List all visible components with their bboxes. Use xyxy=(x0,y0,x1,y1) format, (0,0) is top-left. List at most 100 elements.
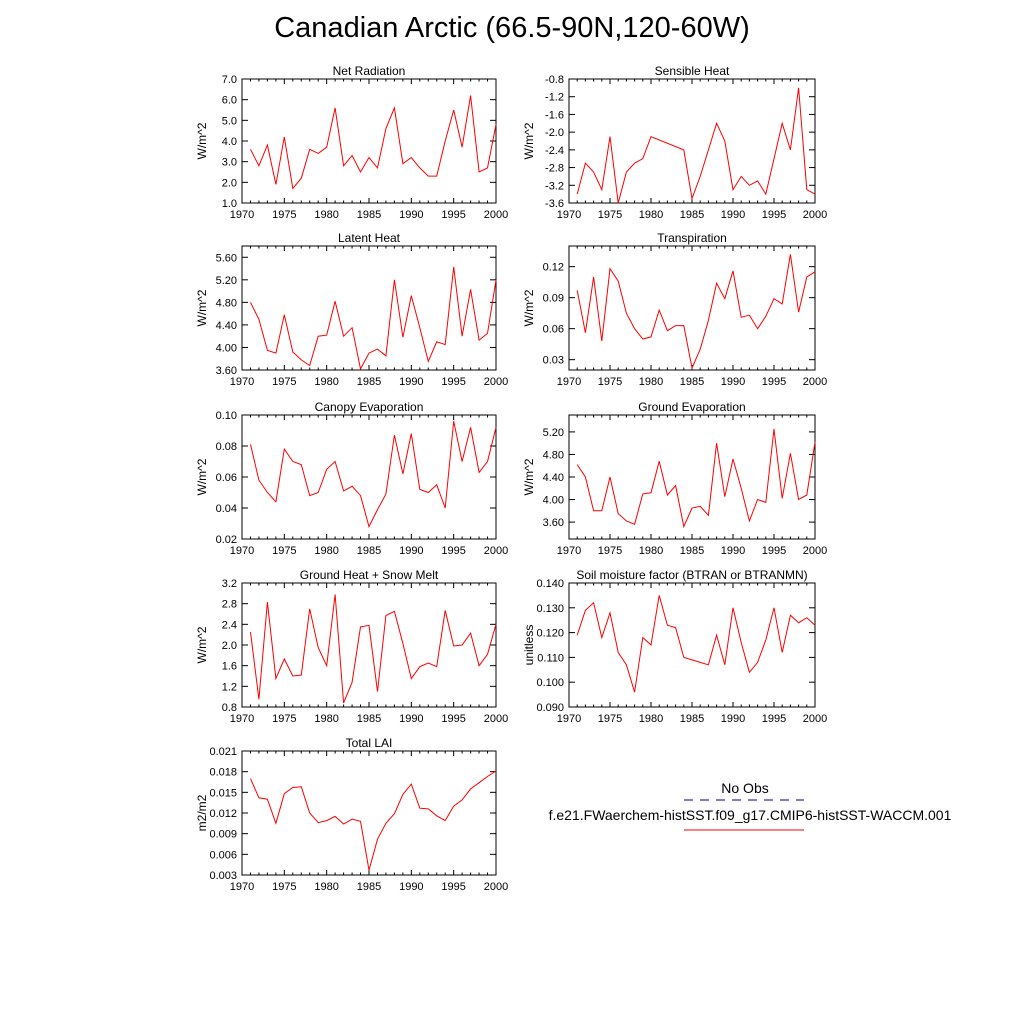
legend-obs-label: No Obs xyxy=(721,780,769,796)
y-tick-label: 0.003 xyxy=(209,870,237,882)
x-tick-label: 1980 xyxy=(639,713,663,725)
y-tick-label: 3.60 xyxy=(216,365,237,377)
series-line-model xyxy=(576,429,816,529)
x-tick-label: 1970 xyxy=(230,881,254,893)
panel-7: Soil moisture factor (BTRAN or BTRANMN) u… xyxy=(522,568,827,725)
plot-frame xyxy=(241,245,497,371)
x-tick-label: 1995 xyxy=(762,545,786,557)
y-tick-label: -2.4 xyxy=(545,145,564,157)
y-tick-label: 2.8 xyxy=(222,599,237,611)
x-tick-label: 1975 xyxy=(598,713,622,725)
x-tick-label: 1985 xyxy=(357,209,381,221)
plot-frame xyxy=(568,582,816,708)
y-tick-label: 1.0 xyxy=(222,198,237,210)
x-tick-label: 2000 xyxy=(803,713,827,725)
y-tick-label: 4.40 xyxy=(543,472,564,484)
y-tick-label: 3.60 xyxy=(543,517,564,529)
x-tick-label: 2000 xyxy=(484,545,508,557)
x-tick-label: 1975 xyxy=(598,376,622,388)
x-tick-label: 1980 xyxy=(639,209,663,221)
x-tick-label: 1985 xyxy=(680,376,704,388)
y-tick-label: 6.0 xyxy=(222,95,237,107)
x-tick-label: 2000 xyxy=(803,209,827,221)
x-tick-label: 1985 xyxy=(680,209,704,221)
y-tick-label: 4.0 xyxy=(222,136,237,148)
series-line-model xyxy=(250,421,497,528)
x-tick-label: 1995 xyxy=(762,209,786,221)
x-tick-label: 1975 xyxy=(598,209,622,221)
y-axis-label: W/m^2 xyxy=(522,122,536,159)
y-tick-label: 3.0 xyxy=(222,157,237,169)
series-line-model xyxy=(250,266,497,371)
y-tick-label: -3.2 xyxy=(545,180,564,192)
y-tick-label: 7.0 xyxy=(222,74,237,86)
y-axis-label: W/m^2 xyxy=(522,289,536,326)
x-tick-label: 1995 xyxy=(762,376,786,388)
panel-title: Latent Heat xyxy=(338,231,401,245)
x-tick-label: 1975 xyxy=(272,713,296,725)
x-tick-label: 2000 xyxy=(484,209,508,221)
x-tick-label: 1990 xyxy=(399,881,423,893)
y-tick-label: 5.20 xyxy=(543,427,564,439)
y-tick-label: 0.06 xyxy=(216,472,237,484)
x-tick-label: 1975 xyxy=(272,881,296,893)
y-tick-label: 0.100 xyxy=(536,677,564,689)
y-tick-label: 3.2 xyxy=(222,578,237,590)
x-tick-label: 1990 xyxy=(399,713,423,725)
y-axis-label: unitless xyxy=(522,625,536,666)
x-tick-label: 1970 xyxy=(230,713,254,725)
y-tick-label: 2.0 xyxy=(222,177,237,189)
x-tick-label: 2000 xyxy=(484,881,508,893)
y-tick-label: -2.0 xyxy=(545,127,564,139)
y-tick-label: -3.6 xyxy=(545,198,564,210)
x-tick-label: 1990 xyxy=(721,376,745,388)
panel-4: Canopy Evaporation W/m^2 1970 1975 1980 1985 1… xyxy=(195,400,508,557)
x-tick-label: 2000 xyxy=(803,545,827,557)
y-axis-label: W/m^2 xyxy=(195,626,209,663)
y-tick-label: 4.40 xyxy=(216,320,237,332)
y-tick-label: 0.8 xyxy=(222,702,237,714)
panel-title: Total LAI xyxy=(346,736,393,750)
y-tick-label: -1.6 xyxy=(545,109,564,121)
y-tick-label: 1.6 xyxy=(222,661,237,673)
series-line-model xyxy=(576,254,816,370)
panel-title: Net Radiation xyxy=(333,64,406,78)
x-tick-label: 1980 xyxy=(314,376,338,388)
x-tick-label: 1970 xyxy=(557,713,581,725)
y-tick-label: 5.60 xyxy=(216,252,237,264)
x-tick-label: 1970 xyxy=(557,545,581,557)
x-tick-label: 1995 xyxy=(441,713,465,725)
legend-model-label: f.e21.FWaerchem-histSST.f09_g17.CMIP6-hi… xyxy=(548,807,952,823)
y-tick-label: 0.140 xyxy=(536,578,564,590)
y-axis-label: W/m^2 xyxy=(195,122,209,159)
x-tick-label: 1990 xyxy=(399,376,423,388)
panel-title: Sensible Heat xyxy=(655,64,730,78)
y-tick-label: -0.8 xyxy=(545,74,564,86)
y-tick-label: 0.015 xyxy=(209,787,237,799)
x-tick-label: 1990 xyxy=(399,209,423,221)
figure-title: Canadian Arctic (66.5-90N,120-60W) xyxy=(274,12,750,44)
x-tick-label: 1970 xyxy=(557,376,581,388)
y-tick-label: 0.04 xyxy=(216,503,237,515)
plot-frame xyxy=(241,78,497,204)
y-tick-label: 0.09 xyxy=(543,293,564,305)
y-axis-label: m2/m2 xyxy=(195,794,209,831)
y-tick-label: 0.10 xyxy=(216,410,237,422)
series-line-model xyxy=(576,595,816,693)
x-tick-label: 1975 xyxy=(598,545,622,557)
y-axis-label: W/m^2 xyxy=(195,458,209,495)
panel-title: Soil moisture factor (BTRAN or BTRANMN) xyxy=(576,568,807,582)
x-tick-label: 1980 xyxy=(314,881,338,893)
panel-title: Ground Evaporation xyxy=(638,400,745,414)
panel-5: Ground Evaporation W/m^2 1970 1975 1980 1985 1… xyxy=(522,400,827,557)
panel-3: Transpiration W/m^2 1970 1975 1980 1985 1990 19… xyxy=(522,231,827,388)
y-tick-label: 0.009 xyxy=(209,829,237,841)
x-tick-label: 1985 xyxy=(357,376,381,388)
x-tick-label: 2000 xyxy=(484,376,508,388)
x-tick-label: 1985 xyxy=(680,713,704,725)
x-tick-label: 1980 xyxy=(314,545,338,557)
x-tick-label: 1980 xyxy=(639,545,663,557)
x-tick-label: 1970 xyxy=(230,376,254,388)
y-tick-label: 0.08 xyxy=(216,441,237,453)
x-tick-label: 1975 xyxy=(272,376,296,388)
